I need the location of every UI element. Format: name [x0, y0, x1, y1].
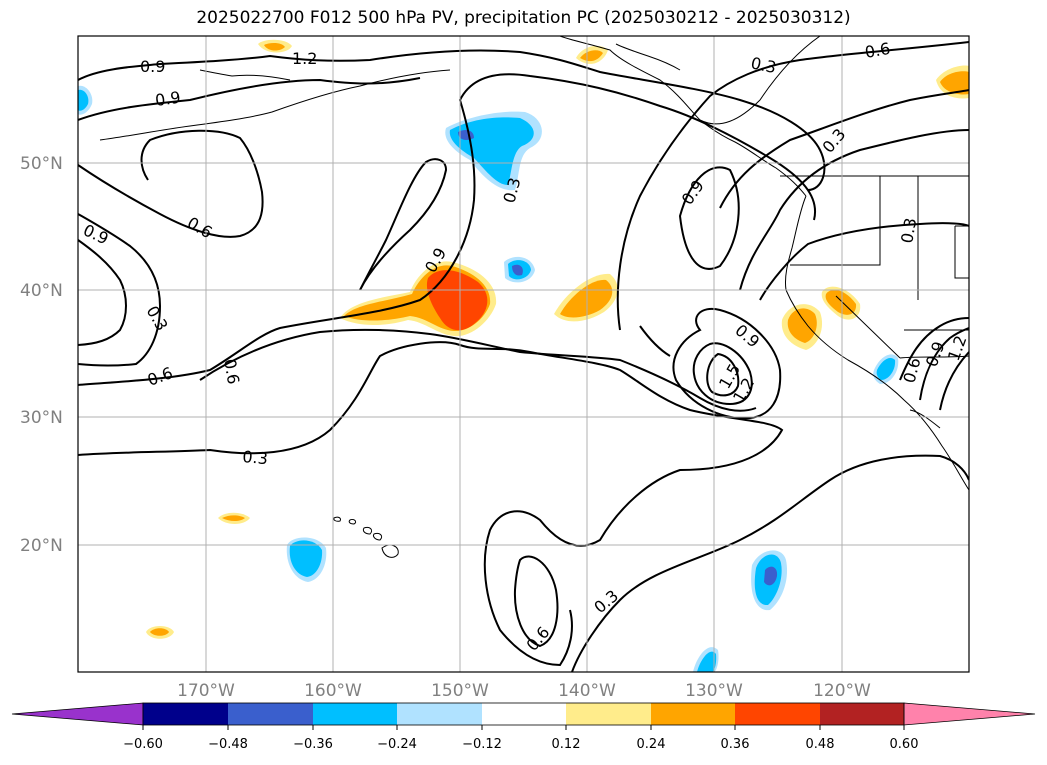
colorbar: −0.60 −0.48 −0.36 −0.24 −0.12 0.12 0.24 … [11, 702, 1036, 752]
colorbar-swatch [820, 703, 904, 725]
lon-label-140w: 140°W [558, 681, 616, 701]
colorbar-swatch [143, 703, 228, 725]
colorbar-high-extend [903, 702, 1036, 726]
colorbar-tick-label: 0.36 [721, 737, 750, 752]
map-frame [77, 35, 970, 673]
pv-contours [78, 41, 969, 672]
colorbar-tick-label: 0.48 [806, 737, 835, 752]
lon-label-170w: 170°W [177, 681, 235, 701]
precip-positive-regions [146, 39, 969, 639]
colorbar-ticks [142, 725, 905, 730]
colorbar-border [142, 702, 905, 726]
coastlines [99, 36, 969, 491]
map-title: 2025022700 F012 500 hPa PV, precipitatio… [196, 8, 851, 28]
lat-label-20n: 20°N [20, 536, 63, 556]
lon-label-120w: 120°W [813, 681, 871, 701]
colorbar-swatch [566, 703, 651, 725]
longitude-labels: 170°W 160°W 150°W 140°W 130°W 120°W [177, 681, 871, 701]
lon-label-160w: 160°W [304, 681, 362, 701]
gridlines [78, 36, 969, 672]
lat-label-30n: 30°N [20, 408, 63, 428]
lat-label-50n: 50°N [20, 154, 63, 174]
colorbar-swatch [735, 703, 820, 725]
colorbar-swatch [651, 703, 735, 725]
colorbar-tick-label: −0.48 [208, 737, 248, 752]
colorbar-swatch [313, 703, 397, 725]
contour-label: 0.3 [749, 53, 778, 77]
colorbar-swatch [482, 703, 566, 725]
colorbar-swatch [397, 703, 482, 725]
lat-label-40n: 40°N [20, 281, 63, 301]
colorbar-tick-label: 0.24 [637, 737, 666, 752]
contour-label: 0.3 [897, 216, 920, 244]
contour-label: 0.6 [220, 357, 243, 385]
lon-label-150w: 150°W [431, 681, 489, 701]
colorbar-tick-label: 0.12 [552, 737, 581, 752]
contour-label: 0.9 [154, 88, 182, 110]
colorbar-swatch [228, 703, 313, 725]
colorbar-tick-label: −0.60 [123, 737, 163, 752]
colorbar-tick-label: 0.60 [890, 737, 919, 752]
contour-label: 1.2 [292, 49, 317, 68]
precip-negative-regions [78, 85, 899, 672]
contour-label: 0.6 [863, 39, 891, 62]
contour-label: 0.9 [140, 57, 165, 76]
latitude-labels: 50°N 40°N 30°N 20°N [20, 154, 63, 556]
colorbar-tick-label: −0.36 [293, 737, 333, 752]
colorbar-tick-label: −0.24 [377, 737, 417, 752]
colorbar-low-extend [11, 702, 144, 726]
contour-label: 0.3 [242, 447, 269, 468]
lon-label-130w: 130°W [685, 681, 743, 701]
colorbar-tick-label: −0.12 [462, 737, 502, 752]
